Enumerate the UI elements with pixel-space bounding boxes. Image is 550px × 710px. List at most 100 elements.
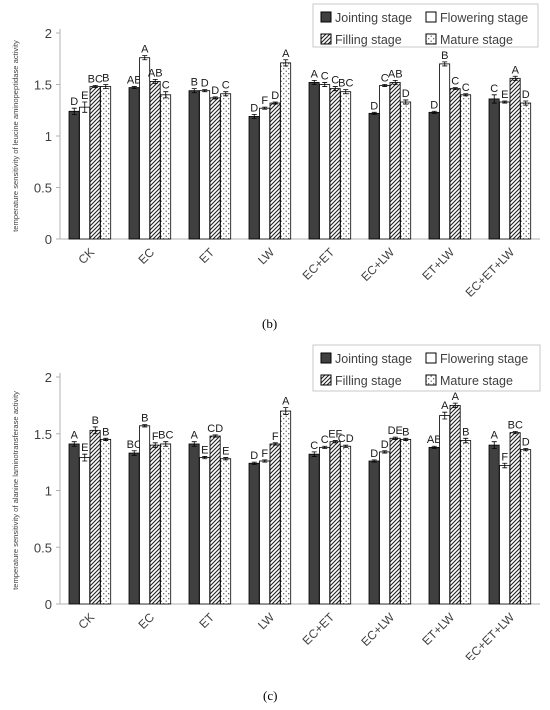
significance-letter: C bbox=[321, 70, 329, 82]
significance-letter: D bbox=[370, 448, 378, 460]
error-bar bbox=[92, 85, 98, 88]
error-bar bbox=[322, 445, 328, 449]
x-tick-label: ET+LW bbox=[419, 245, 457, 283]
bar-filling-stage bbox=[449, 88, 461, 240]
error-bar bbox=[311, 451, 317, 457]
bar-mature-stage bbox=[220, 458, 232, 605]
error-bar bbox=[131, 86, 137, 90]
bar-mature-stage bbox=[280, 62, 292, 240]
significance-letter: B bbox=[141, 413, 148, 425]
error-bar bbox=[523, 448, 529, 452]
bar-flowering-stage bbox=[379, 451, 391, 605]
error-bar bbox=[512, 431, 518, 435]
x-tick-label: EC+ET+LW bbox=[463, 610, 518, 660]
bar-flowering-stage bbox=[259, 460, 271, 605]
error-bar bbox=[491, 441, 497, 449]
error-bar bbox=[71, 441, 77, 447]
significance-letter: B bbox=[402, 426, 409, 438]
error-bar bbox=[103, 84, 109, 90]
error-bar bbox=[202, 89, 208, 93]
error-bar bbox=[382, 450, 388, 454]
bar-mature-stage bbox=[520, 449, 532, 605]
y-tick-label: 1 bbox=[45, 484, 52, 499]
bar-filling-stage bbox=[149, 444, 161, 605]
bar-jointing-stage bbox=[308, 82, 320, 240]
bar-jointing-stage bbox=[488, 444, 500, 605]
y-axis-label: temperature sensitivity of alanine lamin… bbox=[11, 391, 20, 590]
bar-jointing-stage bbox=[428, 446, 440, 605]
error-bar bbox=[142, 424, 148, 428]
significance-letter: C bbox=[162, 80, 170, 92]
bar-jointing-stage bbox=[68, 110, 80, 240]
error-bar bbox=[251, 461, 257, 465]
bar-filling-stage bbox=[509, 77, 521, 240]
legend-label: Mature stage bbox=[440, 374, 513, 388]
bar-flowering-stage bbox=[499, 465, 511, 605]
legend-swatch bbox=[320, 11, 332, 23]
error-bar bbox=[392, 436, 398, 440]
bar-jointing-stage bbox=[68, 443, 80, 605]
bar-flowering-stage bbox=[319, 84, 331, 240]
significance-letter: A bbox=[141, 44, 149, 56]
error-bar bbox=[152, 442, 158, 448]
error-bar bbox=[163, 91, 169, 99]
significance-letter: BC bbox=[508, 419, 523, 431]
bar-jointing-stage bbox=[248, 116, 260, 240]
significance-letter: F bbox=[152, 431, 159, 443]
bar-mature-stage bbox=[100, 439, 112, 605]
error-bar bbox=[202, 456, 208, 460]
error-bar bbox=[82, 453, 88, 462]
bar-jointing-stage bbox=[248, 462, 260, 605]
bar-filling-stage bbox=[449, 404, 461, 605]
error-bar bbox=[103, 437, 109, 441]
chart-b: 0 0.5 1 1.5 2 temperature sensitivity of leuc… bbox=[11, 3, 540, 300]
error-bar bbox=[392, 79, 398, 85]
error-bar bbox=[191, 441, 197, 447]
bar-jointing-stage bbox=[488, 98, 500, 240]
bar-mature-stage bbox=[100, 86, 112, 240]
panel-label-c: (c) bbox=[263, 688, 278, 703]
significance-letter: A bbox=[441, 400, 449, 412]
significance-letter: B bbox=[462, 426, 469, 438]
error-bar bbox=[223, 91, 229, 97]
error-bar bbox=[163, 441, 169, 447]
legend-label: Jointing stage bbox=[335, 352, 412, 366]
bar-flowering-stage bbox=[499, 101, 511, 240]
significance-letter: C bbox=[451, 76, 459, 88]
bar-mature-stage bbox=[340, 445, 352, 605]
error-bar bbox=[452, 87, 458, 91]
bar-jointing-stage bbox=[428, 111, 440, 240]
bar-mature-stage bbox=[160, 443, 172, 605]
error-bar bbox=[512, 75, 518, 81]
legend-swatch bbox=[425, 374, 437, 386]
bar-flowering-stage bbox=[199, 90, 211, 240]
significance-letter: CD bbox=[338, 433, 354, 445]
y-tick-label: 1 bbox=[45, 129, 52, 144]
error-bar bbox=[212, 96, 218, 100]
bar-flowering-stage bbox=[379, 85, 391, 240]
error-bar bbox=[502, 100, 508, 104]
significance-letter: C bbox=[321, 434, 329, 446]
legend-label: Filling stage bbox=[335, 33, 402, 47]
bar-mature-stage bbox=[220, 93, 232, 240]
significance-letter: B bbox=[191, 77, 198, 89]
error-bar bbox=[251, 113, 257, 119]
error-bar bbox=[332, 86, 338, 92]
significance-letter: BC bbox=[127, 439, 142, 451]
significance-letter: AB bbox=[427, 434, 442, 446]
bar-filling-stage bbox=[209, 97, 221, 240]
significance-letter: D bbox=[201, 78, 209, 90]
error-bar bbox=[431, 110, 437, 114]
significance-letter: A bbox=[191, 430, 199, 442]
bar-flowering-stage bbox=[139, 425, 151, 605]
significance-letter: F bbox=[272, 431, 279, 443]
error-bar bbox=[322, 82, 328, 87]
legend-label: Jointing stage bbox=[335, 11, 412, 25]
legend-label: Flowering stage bbox=[440, 11, 528, 25]
y-tick-label: 0.5 bbox=[34, 540, 52, 555]
error-bar bbox=[491, 94, 497, 104]
significance-letter: C bbox=[222, 80, 230, 92]
legend-label: Filling stage bbox=[335, 374, 402, 388]
bar-flowering-stage bbox=[79, 457, 91, 605]
significance-letter: A bbox=[282, 48, 290, 60]
